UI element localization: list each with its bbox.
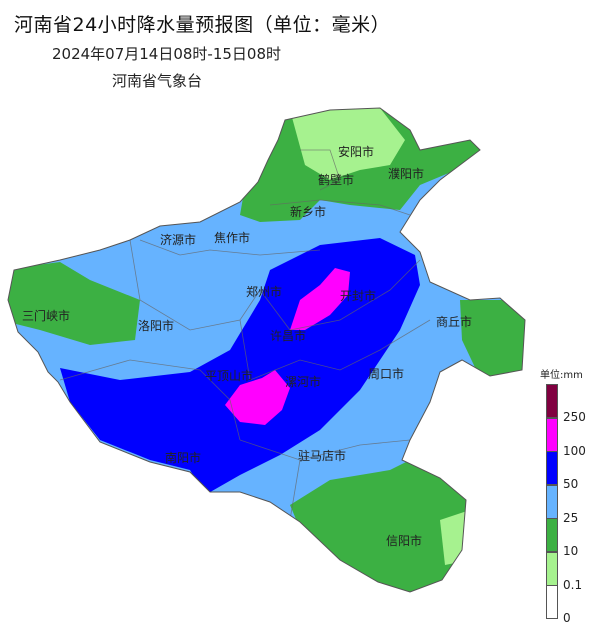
issuer: 河南省气象台 [112, 72, 203, 90]
city-label: 周口市 [368, 366, 404, 381]
province-border [7, 107, 526, 593]
legend-swatch [546, 585, 558, 619]
legend-swatch [546, 417, 558, 452]
city-label: 开封市 [340, 288, 376, 303]
city-label: 南阳市 [165, 450, 201, 465]
legend-swatch [546, 518, 558, 552]
legend-swatch [546, 451, 558, 485]
city-label: 驻马店市 [298, 448, 346, 463]
city-label: 信阳市 [386, 533, 422, 548]
legend-label: 25 [563, 510, 579, 525]
map-title: 河南省24小时降水量预报图（单位：毫米） [14, 14, 391, 36]
city-label: 鹤壁市 [318, 172, 354, 187]
rainfall-fill [8, 108, 525, 592]
city-label: 郑州市 [246, 284, 282, 299]
city-label: 济源市 [160, 232, 196, 247]
city-label: 新乡市 [290, 204, 326, 219]
city-label: 濮阳市 [388, 166, 424, 181]
legend-title: 单位:mm [540, 370, 583, 381]
legend-label: 0 [563, 611, 571, 625]
city-label: 漯河市 [285, 374, 321, 389]
city-label: 安阳市 [338, 144, 374, 159]
city-label: 许昌市 [270, 328, 306, 343]
city-label: 平顶山市 [205, 368, 253, 383]
city-label: 洛阳市 [138, 318, 174, 333]
forecast-period: 2024年07月14日08时-15日08时 [52, 45, 282, 63]
legend-label: 100 [563, 443, 586, 458]
city-label: 三门峡市 [22, 308, 70, 323]
city-label: 焦作市 [214, 230, 250, 245]
legend-label: 50 [563, 477, 579, 491]
legend-label: 250 [563, 410, 586, 424]
legend-swatch [546, 484, 558, 519]
legend-swatch [546, 551, 558, 586]
legend-label: 10 [563, 544, 579, 558]
city-label: 商丘市 [436, 314, 472, 329]
legend-swatch [546, 384, 558, 418]
legend-label: 0.1 [563, 577, 583, 592]
